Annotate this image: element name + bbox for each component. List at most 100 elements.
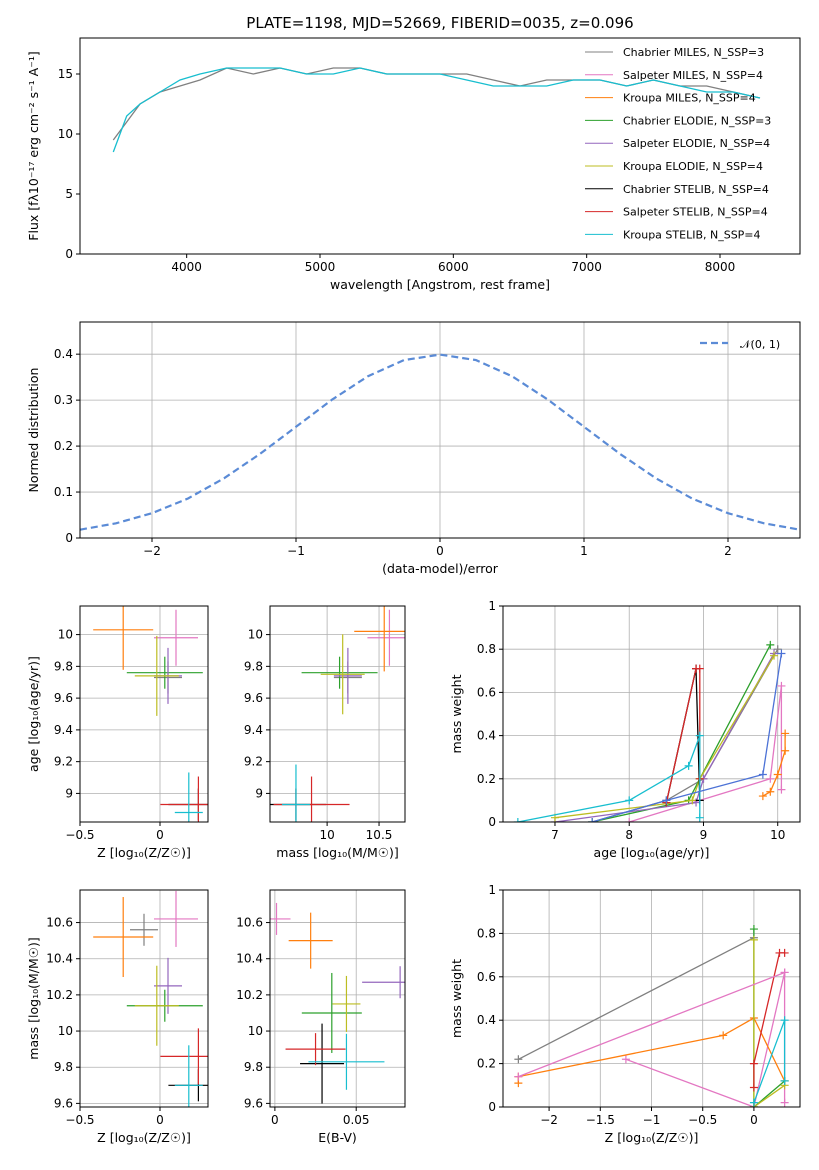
y-tick-label: 9.4 xyxy=(54,723,73,737)
y-tick-label: 0.8 xyxy=(477,926,496,940)
y-tick-label: 10 xyxy=(248,1024,263,1038)
marker xyxy=(781,729,790,738)
marker xyxy=(777,649,786,658)
x-tick-label: 1 xyxy=(580,544,588,558)
x-tick-label: −0.5 xyxy=(65,828,94,842)
marker xyxy=(780,1098,789,1107)
marker xyxy=(588,818,597,822)
marker xyxy=(749,1098,758,1107)
marker xyxy=(773,645,782,654)
series-line xyxy=(518,937,755,1060)
x-axis-label: mass [log₁₀(M/M☉)] xyxy=(276,845,398,860)
marker xyxy=(777,681,786,690)
marker xyxy=(514,1072,523,1081)
y-tick-label: 0 xyxy=(488,815,496,829)
x-tick-label: 10.5 xyxy=(366,828,393,842)
axes-frame xyxy=(269,605,406,823)
y-tick-label: 9 xyxy=(65,786,73,800)
y-tick-label: 9.8 xyxy=(54,659,73,673)
panel-age-vs-mass: 10 10.5 9 9.2 9.4 9.6 9.8 10 mass [log₁₀(M/M☉)] xyxy=(244,605,406,860)
marker xyxy=(758,792,767,801)
y-tick-label: 9.6 xyxy=(244,691,263,705)
x-tick-label: 8000 xyxy=(705,260,736,274)
panel-age-vs-Z: −0.5 0 9 9.2 9.4 9.6 9.8 10 Z [log₁₀(Z/Z☉)] age [… xyxy=(26,605,209,860)
y-tick-label: 9.6 xyxy=(244,1096,263,1110)
x-tick-label: 0 xyxy=(156,828,164,842)
x-tick-label: −2 xyxy=(143,544,161,558)
y-tick-label: 9.8 xyxy=(244,1060,263,1074)
marker xyxy=(749,935,758,944)
y-tick-label: 5 xyxy=(65,187,73,201)
plot-area xyxy=(514,925,789,1107)
series-line xyxy=(591,644,771,822)
y-tick-label: 10.2 xyxy=(46,988,73,1002)
y-tick-label: 0.2 xyxy=(477,772,496,786)
x-tick-label: 0 xyxy=(436,544,444,558)
y-tick-label: 9.2 xyxy=(244,755,263,769)
y-tick-label: 15 xyxy=(58,67,73,81)
marker xyxy=(625,818,634,822)
marker xyxy=(780,1076,789,1085)
x-tick-label: 7 xyxy=(551,828,559,842)
marker xyxy=(625,796,634,805)
marker xyxy=(780,968,789,977)
x-tick-label: 8 xyxy=(625,828,633,842)
series-line xyxy=(753,939,785,1107)
y-tick-label: 10 xyxy=(58,127,73,141)
x-axis-label: Z [log₁₀(Z/Z☉)] xyxy=(605,1130,699,1145)
marker xyxy=(766,787,775,796)
panel-massweight-vs-Z: −2 −1.5 −1 −0.5 0 0 0.2 0.4 0.6 0.8 1 Z [log₁₀(Z/Z☉… xyxy=(449,883,801,1145)
plot-area xyxy=(80,353,800,531)
y-tick-label: 0.4 xyxy=(477,1013,496,1027)
marker xyxy=(770,651,779,660)
panel-spectrum: 4000 5000 6000 7000 8000 0 5 10 15 wavelength [An… xyxy=(26,37,801,292)
legend-entry: Kroupa MILES, N_SSP=4 xyxy=(623,92,756,105)
y-tick-label: 1 xyxy=(488,883,496,897)
axes-frame xyxy=(79,605,209,823)
plot-area xyxy=(513,640,790,822)
marker xyxy=(777,785,786,794)
x-tick-label: 10 xyxy=(770,828,785,842)
x-tick-label: −0.5 xyxy=(688,1113,717,1127)
legend-entry: Kroupa STELIB, N_SSP=4 xyxy=(623,228,761,241)
series-line xyxy=(753,1019,786,1103)
y-tick-label: 10.6 xyxy=(236,916,263,930)
legend-entry: Chabrier MILES, N_SSP=3 xyxy=(623,46,764,59)
y-tick-label: 10.2 xyxy=(236,988,263,1002)
legend-entry: Salpeter STELIB, N_SSP=4 xyxy=(623,206,768,219)
marker xyxy=(766,774,775,783)
marker xyxy=(692,798,701,807)
y-tick-label: 9 xyxy=(255,786,263,800)
marker xyxy=(695,731,704,740)
x-axis-label: Z [log₁₀(Z/Z☉)] xyxy=(97,1130,191,1145)
series-line xyxy=(518,971,785,1078)
y-tick-label: 9.4 xyxy=(244,723,263,737)
figure-title: PLATE=1198, MJD=52669, FIBERID=0035, z=0… xyxy=(246,14,633,32)
axes-frame xyxy=(79,321,801,539)
x-tick-label: −2 xyxy=(540,1113,558,1127)
panel-massweight-vs-age: 7 8 9 10 0 0.2 0.4 0.6 0.8 1 age [log₁₀(age/yr)] ma… xyxy=(449,599,801,860)
y-tick-label: 0.3 xyxy=(54,393,73,407)
y-tick-label: 0.2 xyxy=(54,439,73,453)
series-line xyxy=(591,653,783,822)
legend-entry: 𝒩(0, 1) xyxy=(740,338,780,351)
y-axis-label: mass weight xyxy=(449,959,464,1038)
marker xyxy=(780,1016,789,1025)
x-tick-label: −0.5 xyxy=(65,1113,94,1127)
x-tick-label: 4000 xyxy=(171,260,202,274)
x-axis-label: E(B-V) xyxy=(318,1130,357,1145)
marker xyxy=(513,818,522,822)
series-line xyxy=(80,353,800,531)
y-tick-label: 9.6 xyxy=(54,1096,73,1110)
x-tick-label: 0 xyxy=(750,1113,758,1127)
marker xyxy=(688,796,697,805)
y-axis-label: Normed distribution xyxy=(26,368,41,493)
y-tick-label: 1 xyxy=(488,599,496,613)
legend-entry: Kroupa ELODIE, N_SSP=4 xyxy=(623,160,763,173)
marker xyxy=(780,948,789,957)
y-tick-label: 0.6 xyxy=(477,685,496,699)
y-tick-label: 9.8 xyxy=(54,1060,73,1074)
y-tick-label: 0.4 xyxy=(54,347,73,361)
plot-area xyxy=(112,67,761,153)
